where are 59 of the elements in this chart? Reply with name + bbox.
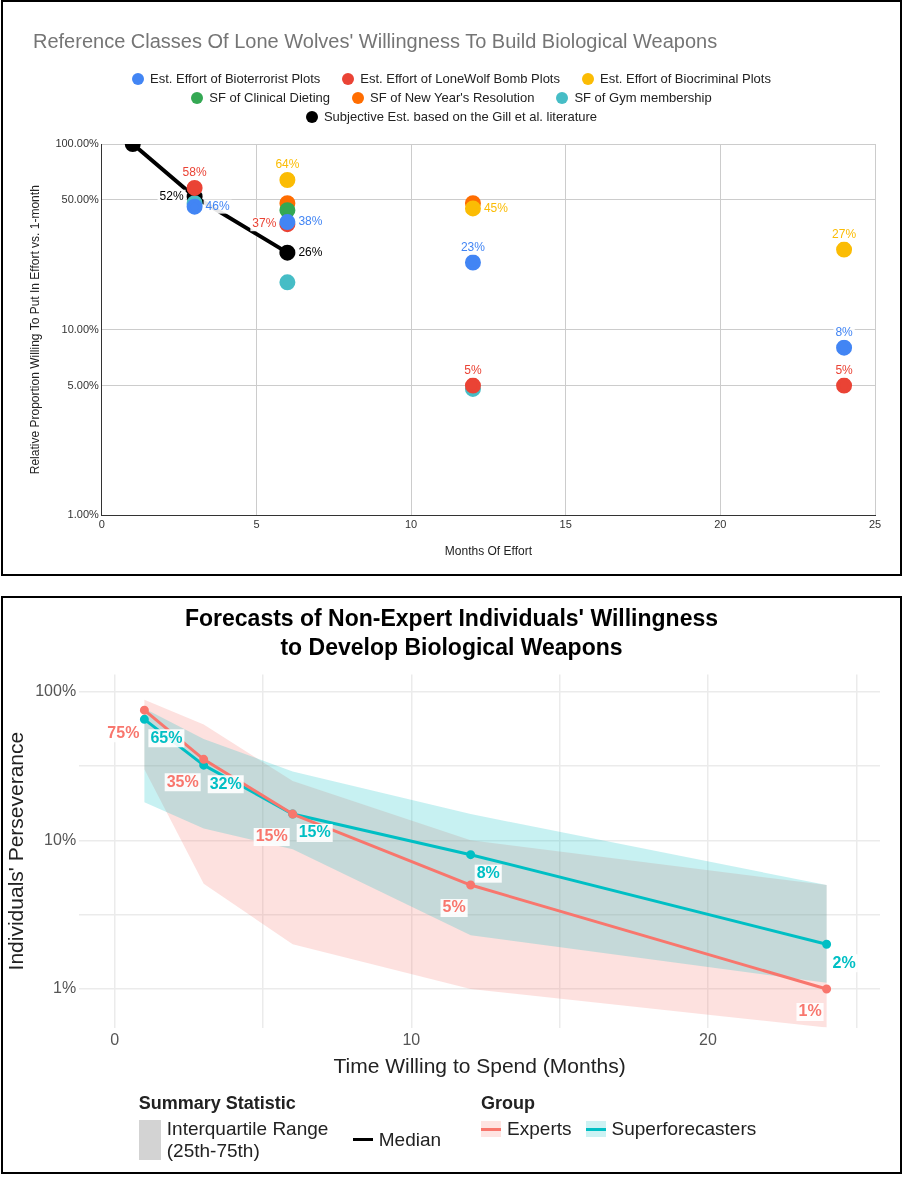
data-label: 5% [442, 897, 466, 915]
legend-label: Est. Effort of LoneWolf Bomb Plots [360, 71, 560, 86]
x-axis-title: Time Willing to Spend (Months) [333, 1053, 626, 1077]
legend-label: Subjective Est. based on the Gill et al. literature [323, 109, 598, 124]
legend-label: Est. Effort of Bioterrorist Plots [150, 71, 321, 86]
data-label: 23% [460, 239, 486, 254]
x-tick-label: 20 [699, 1030, 717, 1048]
x-tick-label: 20 [714, 518, 727, 531]
x-axis-title: Months Of Effort [444, 544, 533, 559]
x-tick-label: 10 [404, 518, 418, 531]
data-label: 75% [107, 723, 140, 741]
x-tick-label: 5 [253, 518, 260, 531]
data-label: 38% [298, 214, 323, 229]
x-tick-label: 25 [868, 518, 882, 531]
legend-label: SF of New Year's Resolution [370, 90, 535, 105]
legend-label: Experts [507, 1117, 572, 1140]
data-label: 58% [182, 165, 207, 180]
x-tick-label: 0 [98, 518, 105, 531]
data-label: 64% [275, 157, 300, 172]
data-label: 5% [835, 362, 854, 377]
text: Interquartile Range (25th-75th) [166, 1117, 330, 1162]
legend-title: Group [481, 1092, 537, 1114]
y-tick-label: 1.00% [67, 508, 100, 521]
data-label: 45% [483, 200, 509, 215]
data-label: 52% [159, 189, 184, 204]
chart-title: Reference Classes Of Lone Wolves' Willingness To Build Biological Weapons [32, 29, 719, 53]
data-label: 2% [832, 953, 856, 971]
data-label: 5% [464, 362, 482, 377]
y-tick-label: 10.00% [61, 322, 100, 335]
data-label: 8% [476, 863, 500, 881]
x-tick-label: 0 [110, 1030, 120, 1048]
legend-label: Est. Effort of Biocriminal Plots [599, 71, 771, 86]
data-label: 27% [832, 226, 857, 241]
y-tick-label: 100% [35, 681, 77, 699]
text: Summary Statistic [138, 1092, 297, 1114]
data-label: 35% [166, 772, 199, 790]
data-label: 1% [798, 1001, 822, 1019]
data-label: 37% [252, 216, 277, 231]
data-label: 26% [298, 244, 323, 259]
data-label: 15% [298, 822, 331, 840]
y-tick-label: 100.00% [55, 137, 100, 150]
y-tick-label: 1% [53, 978, 77, 996]
chart-title: Forecasts of Non-Expert Individuals' Willingness to Develop Biological Weapons [183, 604, 720, 662]
y-tick-label: 5.00% [67, 378, 100, 391]
x-tick-label: 15 [559, 518, 572, 531]
legend-label: Superforecasters [611, 1117, 757, 1140]
data-label: 65% [150, 728, 183, 746]
data-label: 46% [205, 198, 230, 213]
y-tick-label: 50.00% [61, 192, 100, 205]
y-axis-title: Individuals' Perseverance [4, 731, 28, 970]
text: Median [378, 1128, 442, 1151]
data-label: 8% [835, 325, 854, 340]
data-label: 32% [209, 774, 242, 792]
legend-label: SF of Clinical Dieting [209, 90, 331, 105]
y-tick-label: 10% [44, 830, 77, 848]
y-axis-title: Relative Proportion Willing To Put In Effort vs. 1-month [27, 185, 42, 475]
data-label: 15% [255, 826, 288, 844]
legend-label: SF of Gym membership [574, 90, 712, 105]
x-tick-label: 10 [402, 1030, 421, 1048]
